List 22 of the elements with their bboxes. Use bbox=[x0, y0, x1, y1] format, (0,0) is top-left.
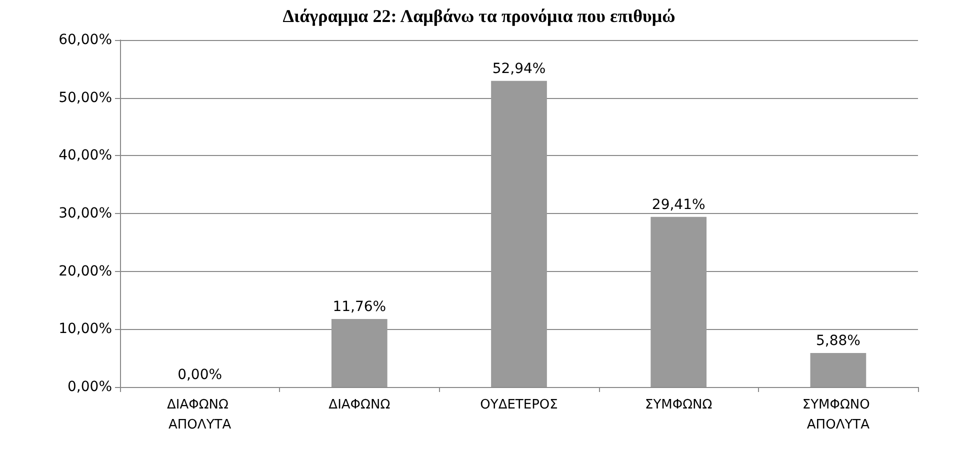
bar bbox=[491, 80, 547, 387]
data-label: 52,94% bbox=[492, 60, 546, 77]
y-tick-label: 60,00% bbox=[58, 32, 112, 48]
bar bbox=[650, 216, 707, 387]
bar bbox=[331, 318, 388, 387]
x-tick-label: ΟΥΔΕΤΕΡΟΣ bbox=[480, 398, 558, 412]
y-tick-label: 30,00% bbox=[58, 206, 112, 222]
y-tick-label: 10,00% bbox=[58, 321, 112, 338]
x-tick-label: ΔΙΑΦΩΝΩ ΑΠΟΛΥΤΑ bbox=[167, 398, 233, 432]
y-tick-label: 20,00% bbox=[58, 263, 112, 280]
x-tick-label: ΣΥΜΦΩΝΟ ΑΠΟΛΥΤΑ bbox=[802, 398, 874, 432]
data-label: 11,76% bbox=[332, 298, 386, 315]
y-tick-label: 40,00% bbox=[58, 148, 112, 164]
y-tick-label: 0,00% bbox=[68, 379, 112, 395]
x-tick-label: ΔΙΑΦΩΝΩ bbox=[328, 398, 390, 412]
chart-title: Διάγραμμα 22: Λαμβάνω τα προνόμια που επιθυμώ bbox=[282, 6, 676, 26]
data-label: 0,00% bbox=[178, 367, 222, 383]
data-label: 29,41% bbox=[652, 196, 706, 213]
data-label: 5,88% bbox=[816, 332, 860, 349]
x-tick-label: ΣΥΜΦΩΝΩ bbox=[645, 398, 712, 412]
bar bbox=[810, 352, 866, 387]
y-tick-label: 50,00% bbox=[58, 90, 112, 106]
